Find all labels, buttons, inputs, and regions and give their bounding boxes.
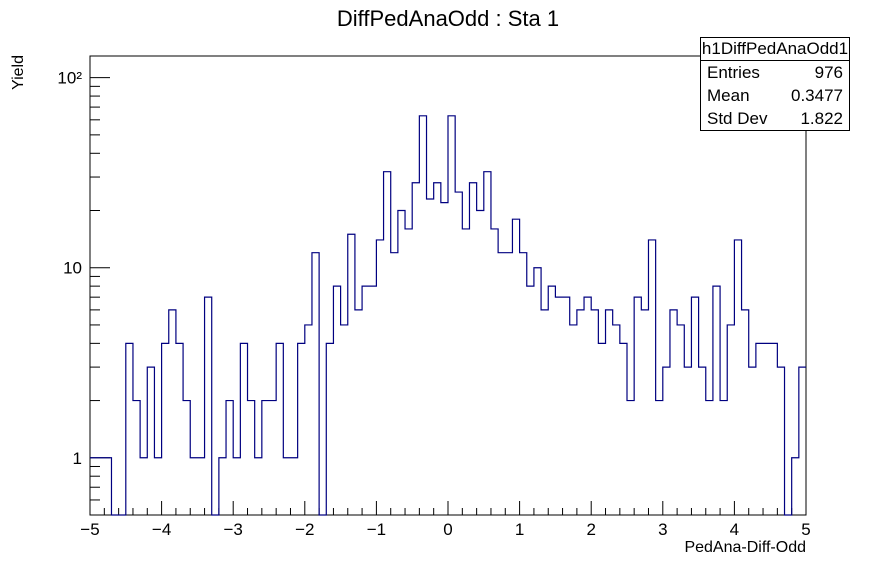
x-tick-label: 0	[443, 520, 452, 539]
y-tick-label: 1	[73, 449, 82, 468]
tick-labels: −5 −4 −3 −2 −1 0 1 2 3 4 5 1 10 10²	[57, 69, 810, 539]
x-tick-label: 2	[586, 520, 595, 539]
y-tick-label: 10²	[57, 69, 82, 88]
y-axis-label: Yield	[10, 55, 27, 90]
x-tick-label: −3	[224, 520, 243, 539]
x-tick-label: 1	[515, 520, 524, 539]
x-tick-label: −4	[152, 520, 171, 539]
stats-row-mean: Mean 0.3477	[701, 84, 849, 107]
stats-value: 1.822	[800, 109, 843, 128]
x-tick-label: −2	[295, 520, 314, 539]
histogram-series-line	[90, 115, 806, 516]
stats-value: 0.3477	[791, 86, 843, 105]
x-tick-label: 4	[730, 520, 739, 539]
stats-row-stddev: Std Dev 1.822	[701, 107, 849, 130]
x-tick-label: 3	[658, 520, 667, 539]
stats-label: Entries	[707, 63, 760, 82]
x-tick-label: −1	[367, 520, 386, 539]
x-tick-label: −5	[80, 520, 99, 539]
x-axis-label: PedAna-Diff-Odd	[684, 539, 806, 556]
chart-title: DiffPedAnaOdd : Sta 1	[336, 6, 560, 31]
stats-box: h1DiffPedAnaOdd1 Entries 976 Mean 0.3477…	[700, 37, 850, 131]
stats-label: Mean	[707, 86, 750, 105]
stats-row-entries: Entries 976	[701, 61, 849, 84]
x-tick-label: 5	[801, 520, 810, 539]
stats-label: Std Dev	[707, 109, 768, 128]
stats-value: 976	[814, 63, 843, 82]
stats-title: h1DiffPedAnaOdd1	[701, 38, 849, 61]
y-tick-label: 10	[63, 259, 82, 278]
